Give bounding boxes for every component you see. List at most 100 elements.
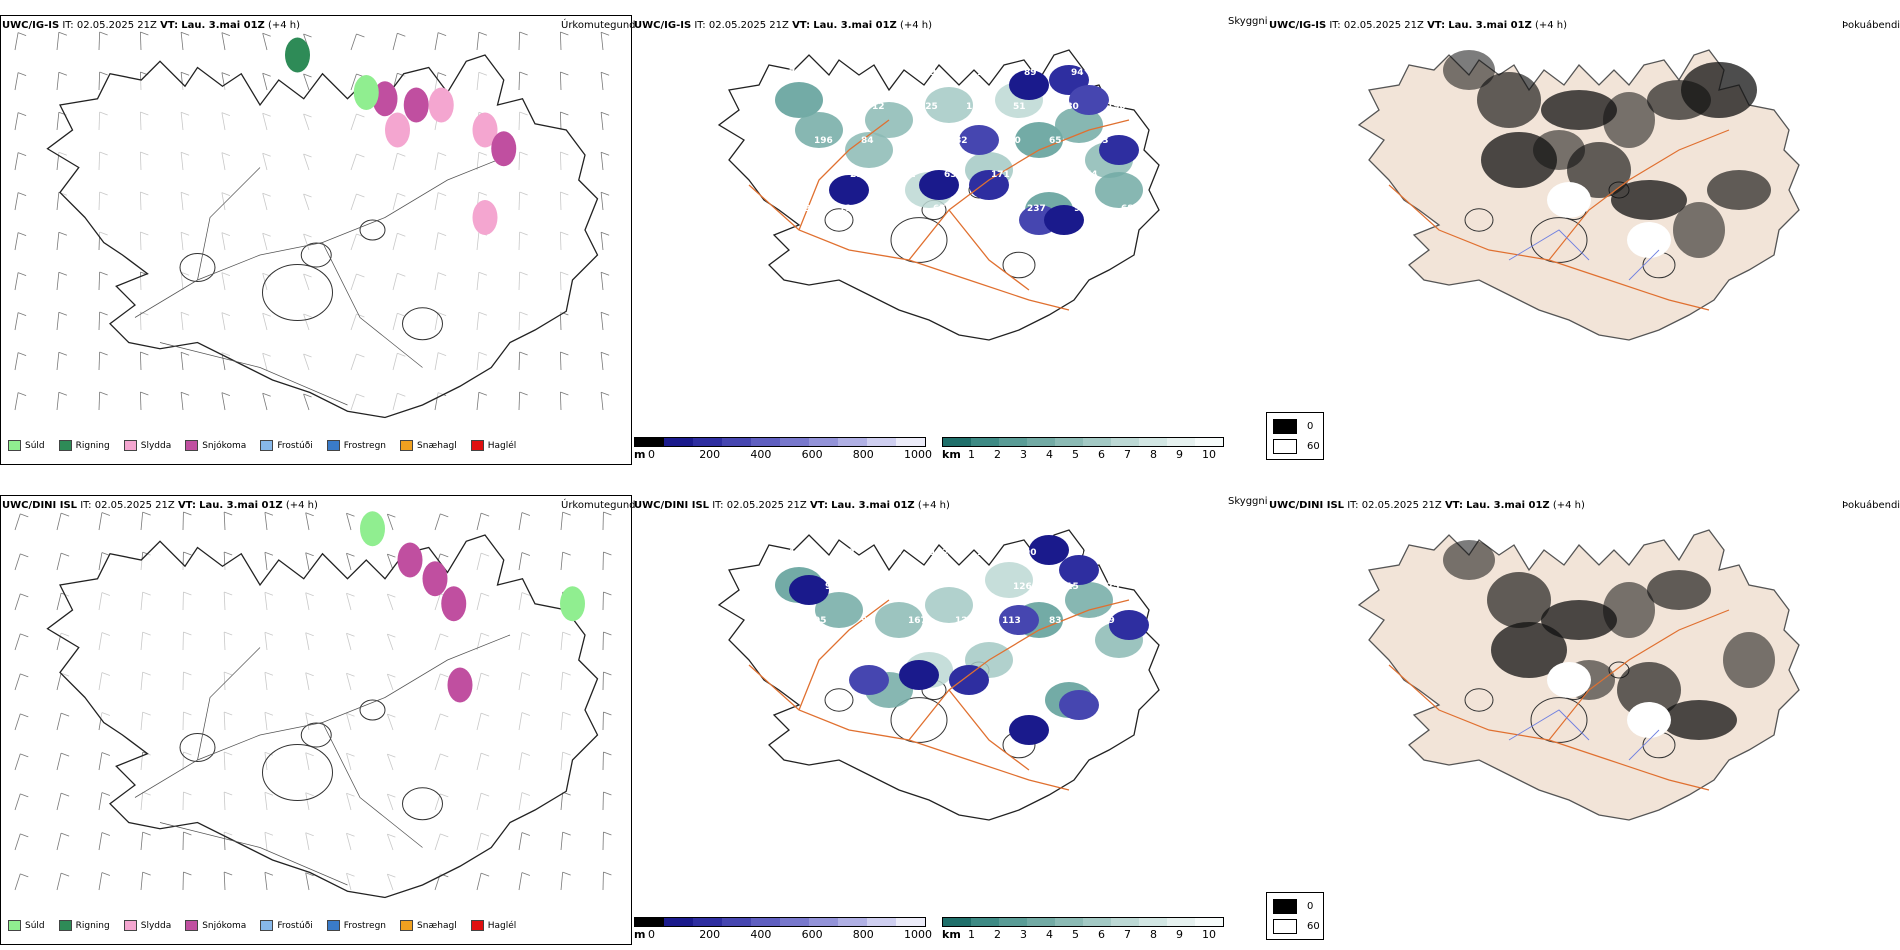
wind-barb-flag: [603, 511, 612, 516]
wind-barb-flag: [440, 553, 449, 558]
wind-barb-flag: [20, 553, 29, 558]
wind-barb-flag: [140, 391, 149, 396]
legend-swatch: [400, 440, 414, 451]
legend-label: Rigning: [75, 440, 110, 451]
wind-barb-flag: [603, 831, 612, 836]
wind-barb: [14, 152, 19, 171]
wind-barb-flag: [387, 553, 396, 558]
wind-barb-flag: [519, 31, 528, 36]
precip-map-1: [14, 31, 610, 419]
wind-barb-flag: [560, 111, 569, 116]
wind-barb: [264, 552, 268, 571]
glacier-outline: [1530, 217, 1588, 263]
precip-area: [397, 542, 423, 578]
wind-barb: [476, 872, 482, 891]
legend-label: Rigning: [75, 920, 110, 931]
wind-barb-flag: [437, 32, 447, 36]
color-step: [867, 918, 896, 926]
fog-map-1: [1357, 49, 1800, 341]
wind-barb: [262, 33, 268, 51]
wind-barb-flag: [397, 32, 406, 37]
wind-barb-flag: [521, 832, 531, 836]
ceiling-area: [999, 605, 1039, 635]
color-step: [809, 918, 838, 926]
wind-barb-flag: [20, 593, 29, 598]
scale-tick-label: 0: [648, 448, 655, 461]
wind-barb-flag: [603, 631, 612, 636]
wind-barb-flag: [99, 31, 108, 36]
precip-area: [472, 112, 498, 148]
wind-barb-flag: [562, 511, 571, 516]
legend-label: Frostregn: [343, 440, 387, 451]
wind-barb: [139, 32, 142, 51]
panel-title: UWC/DINI ISL IT: 02.05.2025 21Z VT: Lau.…: [1269, 500, 1585, 511]
wind-barb: [56, 752, 62, 771]
scale-tick-label: 400: [750, 448, 772, 461]
iceland-group: [1357, 49, 1800, 341]
wind-barb-flag: [142, 831, 151, 836]
road-network: [1388, 609, 1730, 791]
wind-barb-flag: [305, 552, 314, 557]
precip-area: [360, 511, 385, 547]
wind-barb-flag: [183, 831, 192, 836]
wind-barb: [98, 352, 101, 371]
legend-label: Slydda: [140, 920, 172, 931]
scale-tick-label: 600: [801, 928, 823, 941]
wind-barb: [56, 872, 62, 891]
color-step: [809, 438, 838, 446]
legend-swatch: [8, 920, 21, 931]
ceiling-value-label: 129: [1096, 616, 1115, 626]
wind-barb-flag: [480, 872, 490, 877]
wind-barb: [98, 72, 101, 91]
scale-tick-label: 0: [648, 928, 655, 941]
precip-legend-item: Frostregn: [326, 920, 386, 931]
precip-area: [353, 75, 379, 110]
wind-barb: [600, 112, 604, 131]
wind-barb-flag: [600, 391, 610, 396]
wind-barb: [262, 73, 268, 91]
precip-type-panel-2: [0, 495, 632, 945]
wind-barb: [434, 513, 441, 531]
wind-barb-flag: [20, 713, 29, 718]
color-bar: [942, 437, 1224, 447]
wind-barb-flag: [303, 33, 312, 38]
legend-swatch: [123, 920, 137, 931]
legend-label: Snæhagl: [417, 440, 457, 451]
fog-indicator-label: Þokuábendi: [1842, 20, 1900, 31]
wind-barb: [56, 72, 60, 91]
wind-barb-flag: [60, 752, 70, 757]
color-step: [1167, 918, 1195, 926]
road-network: [748, 119, 1130, 311]
precip-legend-item: Snæhagl: [400, 920, 457, 931]
wind-barb: [56, 392, 60, 411]
wind-barb-flag: [60, 712, 70, 717]
ceiling-area: [1069, 85, 1109, 115]
ceiling-value-label: 127: [977, 548, 996, 558]
wind-barb: [223, 512, 226, 531]
color-step: [896, 918, 925, 926]
wind-barb-flag: [60, 512, 70, 517]
ceiling-value-label: 75: [1107, 582, 1120, 592]
wind-barb: [221, 32, 226, 51]
wind-barb-flag: [224, 871, 233, 876]
precip-type-label: Úrkomutegund: [561, 20, 636, 31]
wind-barb-flag: [20, 833, 29, 838]
wind-barb-flag: [99, 311, 108, 316]
wind-barb-flag: [600, 271, 610, 276]
wind-barb-flag: [303, 73, 312, 78]
legend-label: Slydda: [140, 440, 172, 451]
glacier-outline: [1002, 251, 1036, 279]
wind-barb: [476, 512, 482, 531]
wind-barb: [56, 832, 62, 851]
legend-swatch: [326, 440, 340, 451]
ceiling-value-label: 80: [980, 204, 993, 214]
precip-legend-item: Frostúði: [260, 920, 313, 931]
wind-barb-flag: [305, 512, 314, 517]
legend-swatch: [260, 920, 274, 931]
scale-tick-label: 2: [994, 448, 1001, 461]
wind-barb: [98, 792, 103, 811]
ceiling-value-label: 77: [908, 136, 921, 146]
ceiling-visibility-map-1: 76 82 85 94 105 89 94 100 99 12 125 121 51 180 190 196 8…: [717, 49, 1160, 341]
legend-swatch: [185, 920, 199, 931]
wind-barb: [56, 32, 60, 51]
